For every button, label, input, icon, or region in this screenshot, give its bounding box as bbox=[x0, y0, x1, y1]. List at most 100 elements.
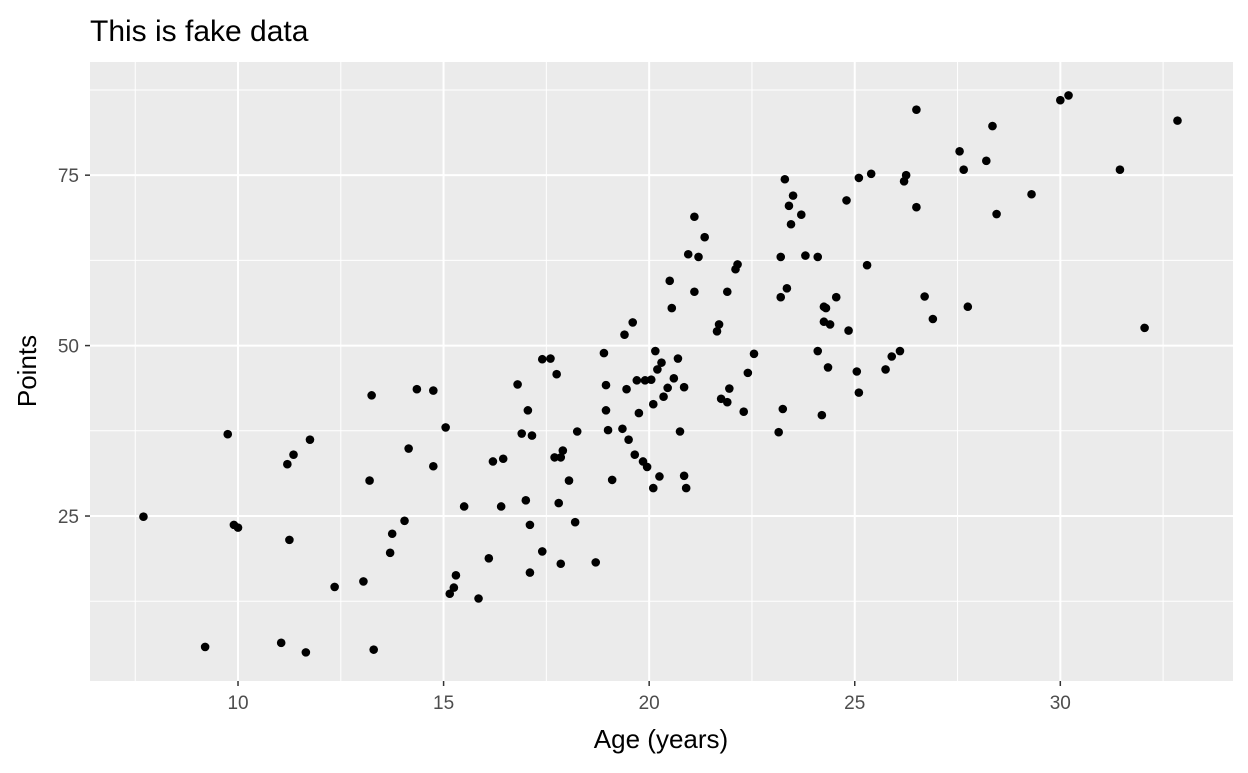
data-point bbox=[681, 483, 691, 493]
data-point bbox=[690, 287, 699, 297]
data-point bbox=[488, 457, 498, 466]
data-point bbox=[550, 453, 559, 462]
data-point bbox=[200, 642, 210, 652]
data-point bbox=[887, 352, 897, 361]
data-point bbox=[852, 367, 862, 376]
data-point bbox=[712, 326, 722, 336]
data-points bbox=[139, 91, 1182, 657]
data-point bbox=[1140, 323, 1149, 333]
data-point bbox=[881, 365, 890, 374]
data-point bbox=[928, 314, 938, 324]
data-point bbox=[554, 498, 564, 508]
data-point bbox=[385, 548, 395, 558]
data-point bbox=[786, 219, 796, 229]
data-point bbox=[959, 165, 968, 175]
y-tick-label: 75 bbox=[58, 166, 79, 187]
data-point bbox=[546, 354, 555, 363]
data-point bbox=[817, 410, 827, 420]
data-point bbox=[648, 483, 658, 493]
data-point bbox=[537, 547, 547, 556]
data-point bbox=[301, 648, 311, 657]
data-point bbox=[365, 476, 374, 485]
y-tick-label: 50 bbox=[58, 337, 79, 358]
data-point bbox=[862, 260, 872, 270]
data-point bbox=[525, 520, 535, 530]
data-point bbox=[651, 346, 660, 356]
data-point bbox=[556, 453, 566, 462]
data-point bbox=[517, 429, 527, 438]
data-point bbox=[139, 512, 148, 522]
x-tick-label: 25 bbox=[844, 693, 865, 714]
data-point bbox=[601, 406, 611, 415]
y-axis: 25 50 75 bbox=[58, 166, 90, 528]
data-point bbox=[474, 594, 483, 603]
data-point bbox=[831, 292, 841, 302]
data-point bbox=[844, 326, 853, 335]
data-point bbox=[675, 427, 685, 436]
data-point bbox=[912, 105, 921, 115]
data-point bbox=[663, 383, 672, 393]
data-point bbox=[988, 121, 997, 131]
data-point bbox=[330, 582, 339, 592]
data-point bbox=[733, 260, 742, 269]
data-point bbox=[683, 249, 693, 259]
data-point bbox=[624, 435, 633, 444]
data-point bbox=[289, 450, 298, 459]
data-point bbox=[854, 173, 864, 183]
chart-title: This is fake data bbox=[90, 15, 309, 48]
data-point bbox=[484, 553, 494, 563]
data-point bbox=[646, 375, 656, 384]
data-point bbox=[513, 380, 522, 389]
data-point bbox=[1027, 189, 1036, 199]
data-point bbox=[552, 369, 561, 379]
x-tick-label: 15 bbox=[433, 693, 454, 714]
data-point bbox=[642, 462, 652, 472]
data-point bbox=[591, 558, 601, 567]
data-point bbox=[441, 423, 450, 432]
data-point bbox=[743, 368, 753, 378]
data-point bbox=[449, 583, 459, 592]
data-point bbox=[451, 571, 461, 580]
data-point bbox=[895, 346, 905, 356]
data-point bbox=[521, 496, 531, 505]
data-point bbox=[527, 431, 537, 440]
data-point bbox=[700, 232, 709, 242]
data-point bbox=[912, 202, 921, 212]
data-point bbox=[632, 376, 642, 385]
data-point bbox=[305, 435, 315, 444]
data-point bbox=[776, 252, 786, 262]
data-point bbox=[778, 404, 788, 414]
data-point bbox=[813, 252, 823, 262]
data-point bbox=[982, 156, 991, 166]
data-point bbox=[825, 320, 835, 329]
data-point bbox=[369, 645, 378, 654]
data-point bbox=[404, 444, 413, 453]
minor-gridlines bbox=[90, 62, 1233, 681]
data-point bbox=[813, 346, 823, 356]
data-point bbox=[659, 392, 668, 402]
data-point bbox=[821, 303, 831, 313]
data-point bbox=[285, 535, 294, 545]
data-point bbox=[669, 374, 679, 383]
data-point bbox=[525, 568, 535, 577]
data-point bbox=[601, 380, 611, 390]
data-point bbox=[963, 302, 973, 312]
data-point bbox=[607, 475, 617, 485]
data-point bbox=[749, 349, 759, 359]
data-point bbox=[496, 502, 506, 511]
data-point bbox=[901, 170, 911, 180]
data-point bbox=[400, 516, 409, 526]
data-point bbox=[866, 169, 876, 179]
data-point bbox=[782, 284, 792, 293]
data-point bbox=[537, 354, 547, 364]
data-point bbox=[796, 210, 806, 220]
data-point bbox=[359, 577, 368, 586]
data-point bbox=[620, 330, 629, 339]
data-point bbox=[665, 276, 675, 286]
x-tick-label: 30 bbox=[1050, 693, 1071, 714]
data-point bbox=[1064, 91, 1073, 100]
data-point bbox=[725, 384, 734, 393]
data-point bbox=[603, 425, 613, 435]
